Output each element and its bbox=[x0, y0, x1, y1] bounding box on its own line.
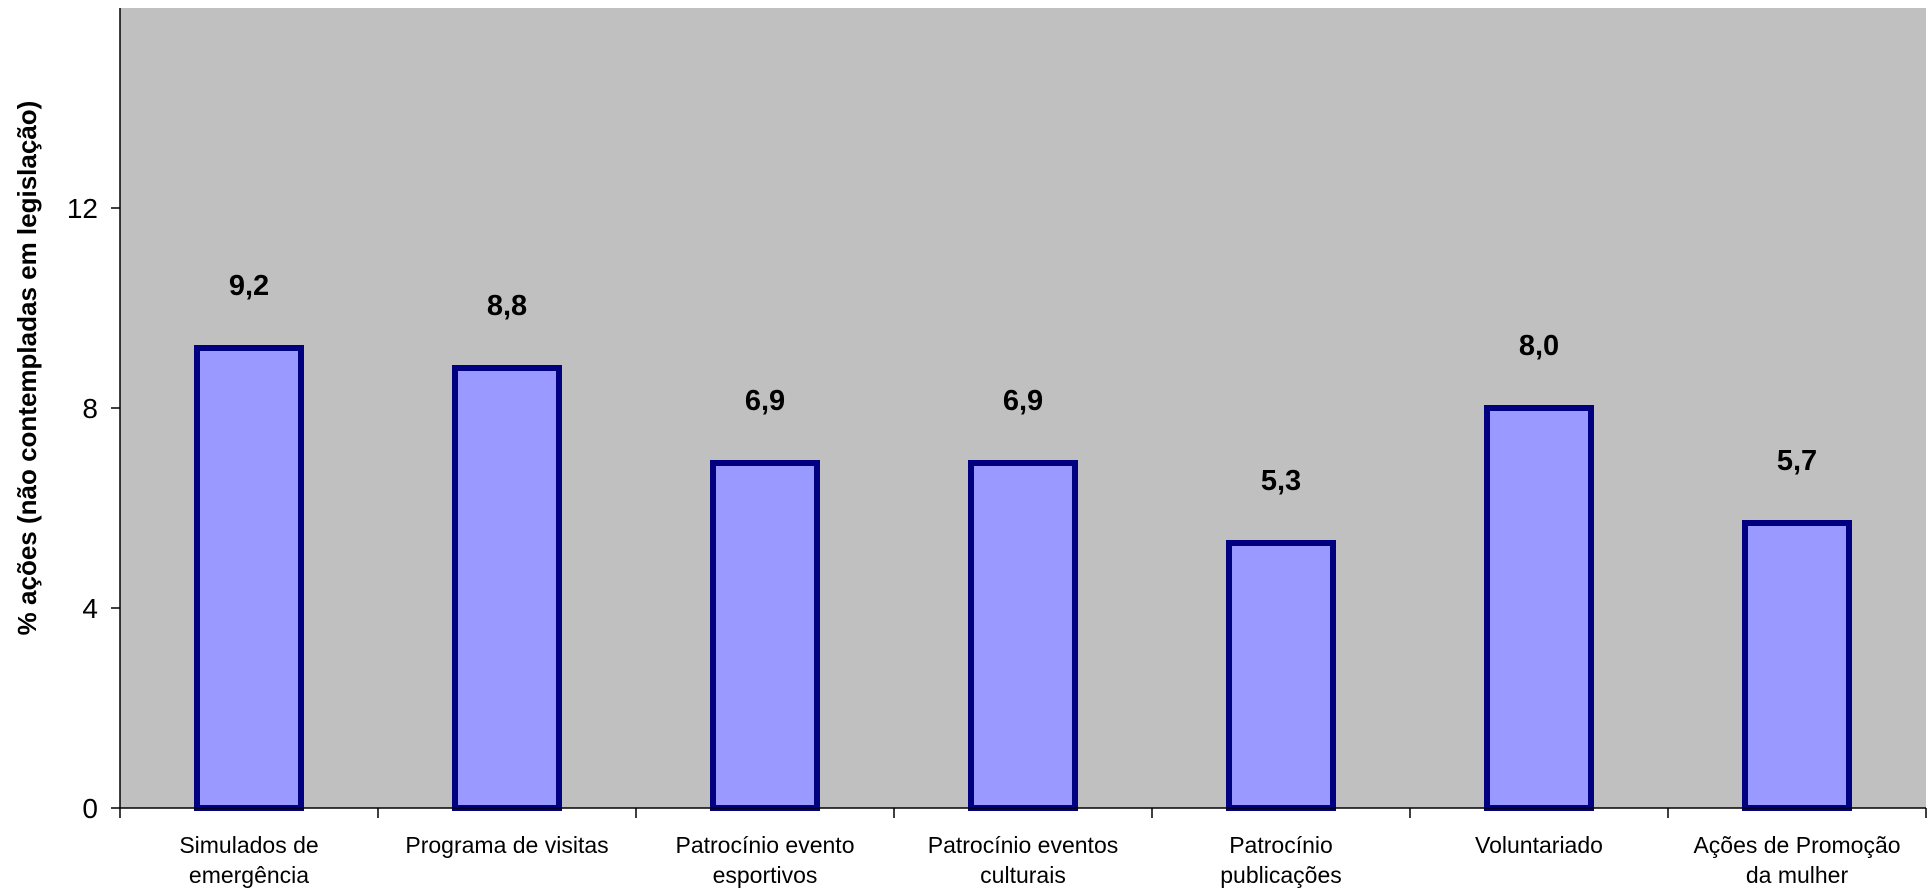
bar bbox=[1226, 540, 1336, 811]
x-tick-label: Patrocínio publicações bbox=[1220, 832, 1341, 888]
data-label: 9,2 bbox=[229, 270, 269, 302]
y-tick-label: 0 bbox=[82, 793, 98, 824]
data-label: 5,7 bbox=[1777, 445, 1817, 477]
bar bbox=[452, 365, 562, 811]
bar bbox=[968, 460, 1078, 811]
data-label: 8,0 bbox=[1519, 330, 1559, 362]
data-label: 5,3 bbox=[1261, 465, 1301, 497]
x-tick-label: Programa de visitas bbox=[405, 832, 608, 858]
x-tick-label: Voluntariado bbox=[1475, 832, 1603, 858]
data-label: 6,9 bbox=[1003, 385, 1043, 417]
labels-group: 9,2 8,8 6,9 6,9 5,3 8,0 5,7 0 4 8 12 Simulados de em… bbox=[67, 193, 1901, 888]
x-tick-label: Simulados de emergência bbox=[179, 832, 318, 888]
bar bbox=[194, 345, 304, 811]
axes-group bbox=[111, 8, 1927, 818]
x-tick-label: Ações de Promoção da mulher bbox=[1693, 832, 1900, 888]
data-label: 6,9 bbox=[745, 385, 785, 417]
y-tick-label: 12 bbox=[67, 193, 98, 224]
x-tick-label: Patrocínio evento esportivos bbox=[675, 832, 854, 888]
bar bbox=[710, 460, 820, 811]
x-tick-label: Patrocínio eventos culturais bbox=[928, 832, 1119, 888]
data-label: 8,8 bbox=[487, 290, 527, 322]
y-tick-label: 8 bbox=[82, 393, 98, 424]
y-axis-title: % ações (não contempladas em legislação) bbox=[12, 101, 42, 636]
bars-group bbox=[194, 345, 1852, 811]
y-tick-label: 4 bbox=[82, 593, 98, 624]
bar bbox=[1484, 405, 1594, 811]
bar bbox=[1742, 520, 1852, 811]
